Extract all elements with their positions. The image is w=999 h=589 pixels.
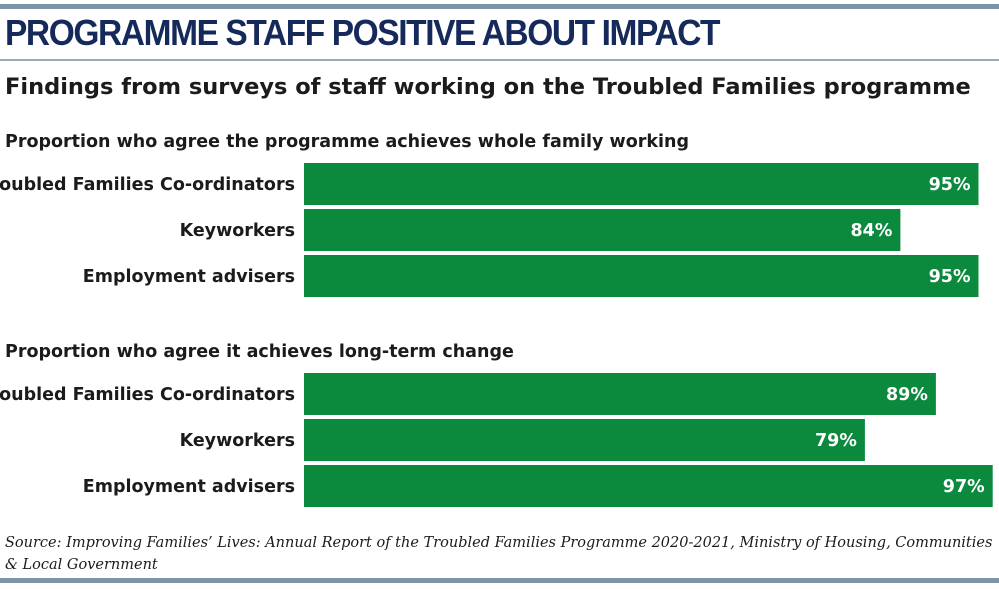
chart-title: PROGRAMME STAFF POSITIVE ABOUT IMPACT xyxy=(5,12,720,53)
value-label: 95% xyxy=(929,267,971,287)
bar xyxy=(304,419,865,461)
section-title-long-term: Proportion who agree it achieves long-te… xyxy=(5,342,514,362)
category-label: Employment advisers xyxy=(83,267,295,287)
value-label: 97% xyxy=(943,477,985,497)
category-label: Troubled Families Co-ordinators xyxy=(0,175,295,195)
value-label: 79% xyxy=(815,431,857,451)
bar xyxy=(304,163,979,205)
bar xyxy=(304,465,993,507)
value-label: 89% xyxy=(886,385,928,405)
title-divider xyxy=(0,59,999,61)
chart-subtitle: Findings from surveys of staff working o… xyxy=(5,74,971,100)
bar xyxy=(304,209,901,251)
bar xyxy=(304,255,979,297)
section-title-whole-family: Proportion who agree the programme achie… xyxy=(5,132,689,152)
top-rule xyxy=(0,4,999,9)
category-label: Employment advisers xyxy=(83,477,295,497)
category-label: Keyworkers xyxy=(180,221,295,241)
bottom-rule xyxy=(0,578,999,583)
bar xyxy=(304,373,936,415)
source-note: Source: Improving Families’ Lives: Annua… xyxy=(5,535,993,573)
category-label: Troubled Families Co-ordinators xyxy=(0,385,295,405)
category-label: Keyworkers xyxy=(180,431,295,451)
value-label: 84% xyxy=(851,221,893,241)
value-label: 95% xyxy=(929,175,971,195)
